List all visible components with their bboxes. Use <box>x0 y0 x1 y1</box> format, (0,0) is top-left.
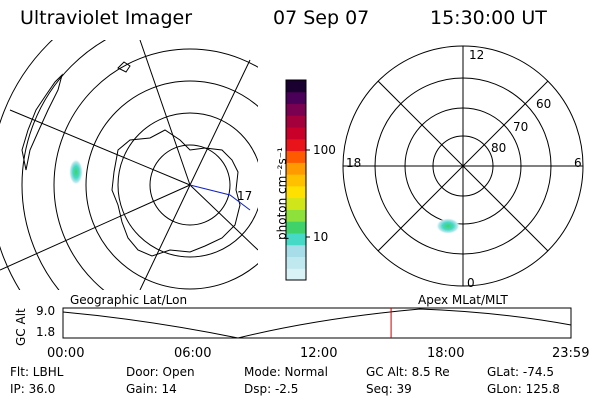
geo-lat-circle <box>53 48 258 290</box>
geo-lat-circle <box>85 80 258 290</box>
param-glat: GLat: -74.5 <box>487 365 554 379</box>
timeline-ytick-low: 1.8 <box>36 325 56 339</box>
colorbar-segment <box>286 162 306 175</box>
geo-meridian <box>189 59 251 186</box>
colorbar-segment <box>286 244 306 257</box>
colorbar-segment <box>286 232 306 246</box>
colorbar-segment <box>286 91 306 105</box>
timeline-ytick-high: 9.0 <box>36 304 56 318</box>
colorbar-segment <box>286 197 306 210</box>
geo-meridian <box>0 184 191 271</box>
param-filter: Flt: LBHL <box>10 365 64 379</box>
mlt-line-diagonal <box>377 80 549 252</box>
geo-meridian <box>189 184 258 251</box>
mlat-label-70: 70 <box>513 120 529 134</box>
mlt-label-0: 0 <box>467 276 475 290</box>
geo-aurora-spot <box>69 159 83 185</box>
param-mode: Mode: Normal <box>244 365 328 379</box>
island-outline <box>117 61 131 73</box>
timeline-frame <box>62 307 572 339</box>
colorbar-frame <box>285 79 307 281</box>
altitude-curve <box>62 308 572 339</box>
colorbar-segment <box>286 103 306 116</box>
mlt-label-18: 18 <box>346 156 362 170</box>
antarctica-coastline <box>111 129 241 257</box>
timeline-xtick: 12:00 <box>300 346 338 361</box>
param-ip: IP: 36.0 <box>10 382 56 396</box>
colorbar-segment <box>286 174 306 187</box>
colorbar-segment <box>286 150 306 163</box>
timeline-y-title: GC Alt <box>14 308 28 346</box>
geo-lon-label: 17 <box>237 189 253 203</box>
mag-aurora-spot <box>436 218 460 234</box>
geo-panel-label: Geographic Lat/Lon <box>70 293 188 307</box>
mlat-label-60: 60 <box>536 97 552 111</box>
instrument-title: Ultraviolet Imager <box>20 7 193 29</box>
south-america-coastline <box>21 73 63 171</box>
colorbar-tick-label-100: 100 <box>313 143 336 157</box>
colorbar-segment <box>286 138 306 152</box>
param-dsp: Dsp: -2.5 <box>244 382 299 396</box>
geo-lat-circle <box>117 112 258 258</box>
colorbar-tick-label-10: 10 <box>313 230 329 244</box>
timeline-xtick: 23:59 <box>552 346 590 361</box>
mlat-label-80: 80 <box>491 141 507 155</box>
mlt-label-12: 12 <box>469 48 485 62</box>
colorbar-segment <box>286 221 306 234</box>
colorbar-segment <box>286 256 306 269</box>
mlt-label-6: 6 <box>574 156 582 170</box>
geo-lat-circle <box>21 40 107 290</box>
timeline-xtick: 06:00 <box>174 346 212 361</box>
colorbar-segment <box>286 209 306 222</box>
param-seq: Seq: 39 <box>366 382 412 396</box>
timeline-xtick: 18:00 <box>427 346 465 361</box>
colorbar-segment <box>286 80 306 93</box>
orbit-track <box>189 184 251 211</box>
param-door: Door: Open <box>126 365 195 379</box>
param-gain: Gain: 14 <box>126 382 177 396</box>
timeline-xtick: 00:00 <box>47 346 85 361</box>
geo-meridian <box>139 40 191 186</box>
geo-lat-circle <box>149 144 231 226</box>
colorbar-segment <box>286 115 306 128</box>
colorbar-segment <box>286 127 306 140</box>
colorbar-segment <box>286 185 306 199</box>
date-label: 07 Sep 07 <box>273 7 370 29</box>
geo-meridian <box>139 184 191 290</box>
param-gc-alt: GC Alt: 8.5 Re <box>366 365 450 379</box>
time-label: 15:30:00 UT <box>430 7 547 29</box>
colorbar-segment <box>286 268 306 281</box>
geo-meridian <box>9 109 191 186</box>
param-glon: GLon: 125.8 <box>487 382 560 396</box>
mag-panel-label: Apex MLat/MLT <box>418 293 508 307</box>
